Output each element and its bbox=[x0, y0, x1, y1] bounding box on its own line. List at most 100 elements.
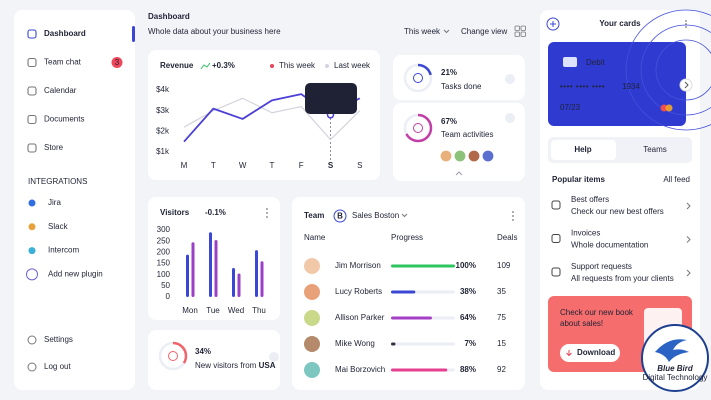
y-tick-label: 0 bbox=[166, 292, 171, 301]
y-tick-label: 150 bbox=[157, 259, 171, 268]
item-title[interactable]: Invoices bbox=[571, 229, 600, 238]
nav-item[interactable]: Calendar bbox=[44, 86, 77, 95]
filter-icon bbox=[333, 209, 347, 223]
integration-icon bbox=[28, 199, 36, 207]
nav-item[interactable]: Team chat bbox=[44, 58, 82, 67]
download-button[interactable] bbox=[560, 344, 620, 362]
next-card[interactable] bbox=[679, 78, 693, 92]
bird bbox=[655, 339, 689, 362]
menu-dot bbox=[512, 219, 514, 221]
progress-label: 100% bbox=[456, 261, 476, 270]
bank-card[interactable] bbox=[548, 42, 686, 126]
change: +0.3% bbox=[212, 61, 235, 70]
avatar bbox=[304, 336, 320, 352]
visitors-card bbox=[148, 197, 280, 320]
integration-item[interactable]: Intercom bbox=[48, 246, 79, 255]
item-icon bbox=[551, 267, 561, 277]
x-tick-label: Thu bbox=[252, 306, 266, 315]
chevron bbox=[455, 171, 463, 176]
x-tick-label: S bbox=[328, 161, 334, 170]
stat-card bbox=[393, 55, 525, 100]
x-tick-label: S bbox=[357, 161, 362, 170]
stat-value: 21% bbox=[441, 68, 457, 77]
nav-icon bbox=[27, 114, 37, 125]
menu-dot bbox=[512, 211, 514, 213]
integration-icon bbox=[26, 268, 38, 281]
highlight: USA bbox=[259, 361, 276, 370]
menu-dot bbox=[685, 20, 687, 22]
bar bbox=[214, 240, 218, 297]
y-tick-label: 50 bbox=[161, 281, 170, 290]
download-icon bbox=[566, 350, 572, 357]
stat-caption: Tasks done bbox=[441, 82, 482, 91]
tab[interactable]: Teams bbox=[643, 145, 667, 154]
nav-item[interactable]: Dashboard bbox=[44, 29, 86, 38]
avatar bbox=[439, 149, 453, 163]
all-feed[interactable]: All feed bbox=[663, 175, 690, 184]
x-tick-label: M bbox=[181, 161, 188, 170]
footer-item[interactable]: Log out bbox=[44, 362, 71, 371]
footer-item[interactable]: Settings bbox=[44, 335, 73, 344]
column-header: Name bbox=[304, 233, 326, 242]
view-icon bbox=[514, 25, 520, 31]
chevron bbox=[686, 269, 691, 277]
progress-label: 7% bbox=[464, 339, 476, 348]
progress-track bbox=[391, 342, 455, 346]
x-tick-label: Wed bbox=[228, 306, 244, 315]
nav-item[interactable]: Documents bbox=[44, 115, 84, 124]
deals: 15 bbox=[497, 339, 506, 348]
integration-item[interactable]: Jira bbox=[48, 198, 61, 207]
help-icon bbox=[505, 74, 515, 84]
card-masked: •••• •••• •••• bbox=[560, 82, 605, 91]
chip bbox=[563, 57, 577, 67]
bar bbox=[237, 273, 241, 297]
badge bbox=[111, 57, 123, 68]
watermark-subtitle: Digital Technology bbox=[643, 373, 708, 382]
nav-icon bbox=[27, 143, 37, 153]
panel-title: Your cards bbox=[599, 19, 641, 28]
progress-label: 64% bbox=[460, 313, 476, 322]
view-icon bbox=[520, 31, 526, 37]
y-tick-label: $3k bbox=[156, 106, 170, 115]
change-view[interactable]: Change view bbox=[461, 27, 507, 36]
item-title[interactable]: Best offers bbox=[571, 195, 609, 204]
change: -0.1% bbox=[205, 208, 226, 217]
x-tick-label: T bbox=[211, 161, 216, 170]
y-tick-label: 200 bbox=[157, 247, 171, 256]
ring-icon bbox=[413, 123, 423, 133]
watermark-logo bbox=[641, 324, 709, 392]
footer-icon bbox=[27, 335, 37, 345]
avatar bbox=[481, 149, 495, 163]
stat-card bbox=[393, 103, 525, 181]
mc-left bbox=[660, 104, 668, 112]
sidebar bbox=[14, 10, 135, 390]
view-icon bbox=[520, 25, 526, 31]
item-title[interactable]: Support requests bbox=[571, 262, 632, 271]
item-icon bbox=[551, 234, 561, 243]
avatar bbox=[467, 149, 481, 163]
card-title: Team bbox=[304, 211, 324, 220]
integration-item[interactable]: Add new plugin bbox=[48, 270, 103, 279]
period-select[interactable]: This week bbox=[404, 27, 441, 36]
member-name: Mai Borzovich bbox=[335, 365, 385, 374]
filter-initial: B bbox=[337, 212, 343, 221]
revenue-card bbox=[148, 50, 380, 180]
stat-card bbox=[148, 330, 280, 390]
nav-item[interactable]: Store bbox=[44, 143, 64, 152]
chevron bbox=[686, 236, 691, 243]
progress-bar bbox=[391, 368, 448, 372]
tab[interactable]: Help bbox=[574, 145, 591, 154]
card-pattern bbox=[655, 39, 711, 101]
footer-icon bbox=[27, 362, 37, 372]
add-card[interactable] bbox=[546, 17, 560, 31]
integration-item[interactable]: Slack bbox=[48, 222, 69, 231]
filter[interactable]: Sales Boston bbox=[352, 211, 399, 220]
menu-dot bbox=[512, 215, 514, 217]
progress-label: 38% bbox=[460, 287, 476, 296]
progress-label: 88% bbox=[460, 365, 476, 374]
stat-caption: Team activities bbox=[441, 130, 493, 139]
item-subtitle: Check our new best offers bbox=[571, 207, 664, 216]
download-label[interactable]: Download bbox=[577, 348, 615, 357]
section-title: INTEGRATIONS bbox=[28, 177, 87, 186]
